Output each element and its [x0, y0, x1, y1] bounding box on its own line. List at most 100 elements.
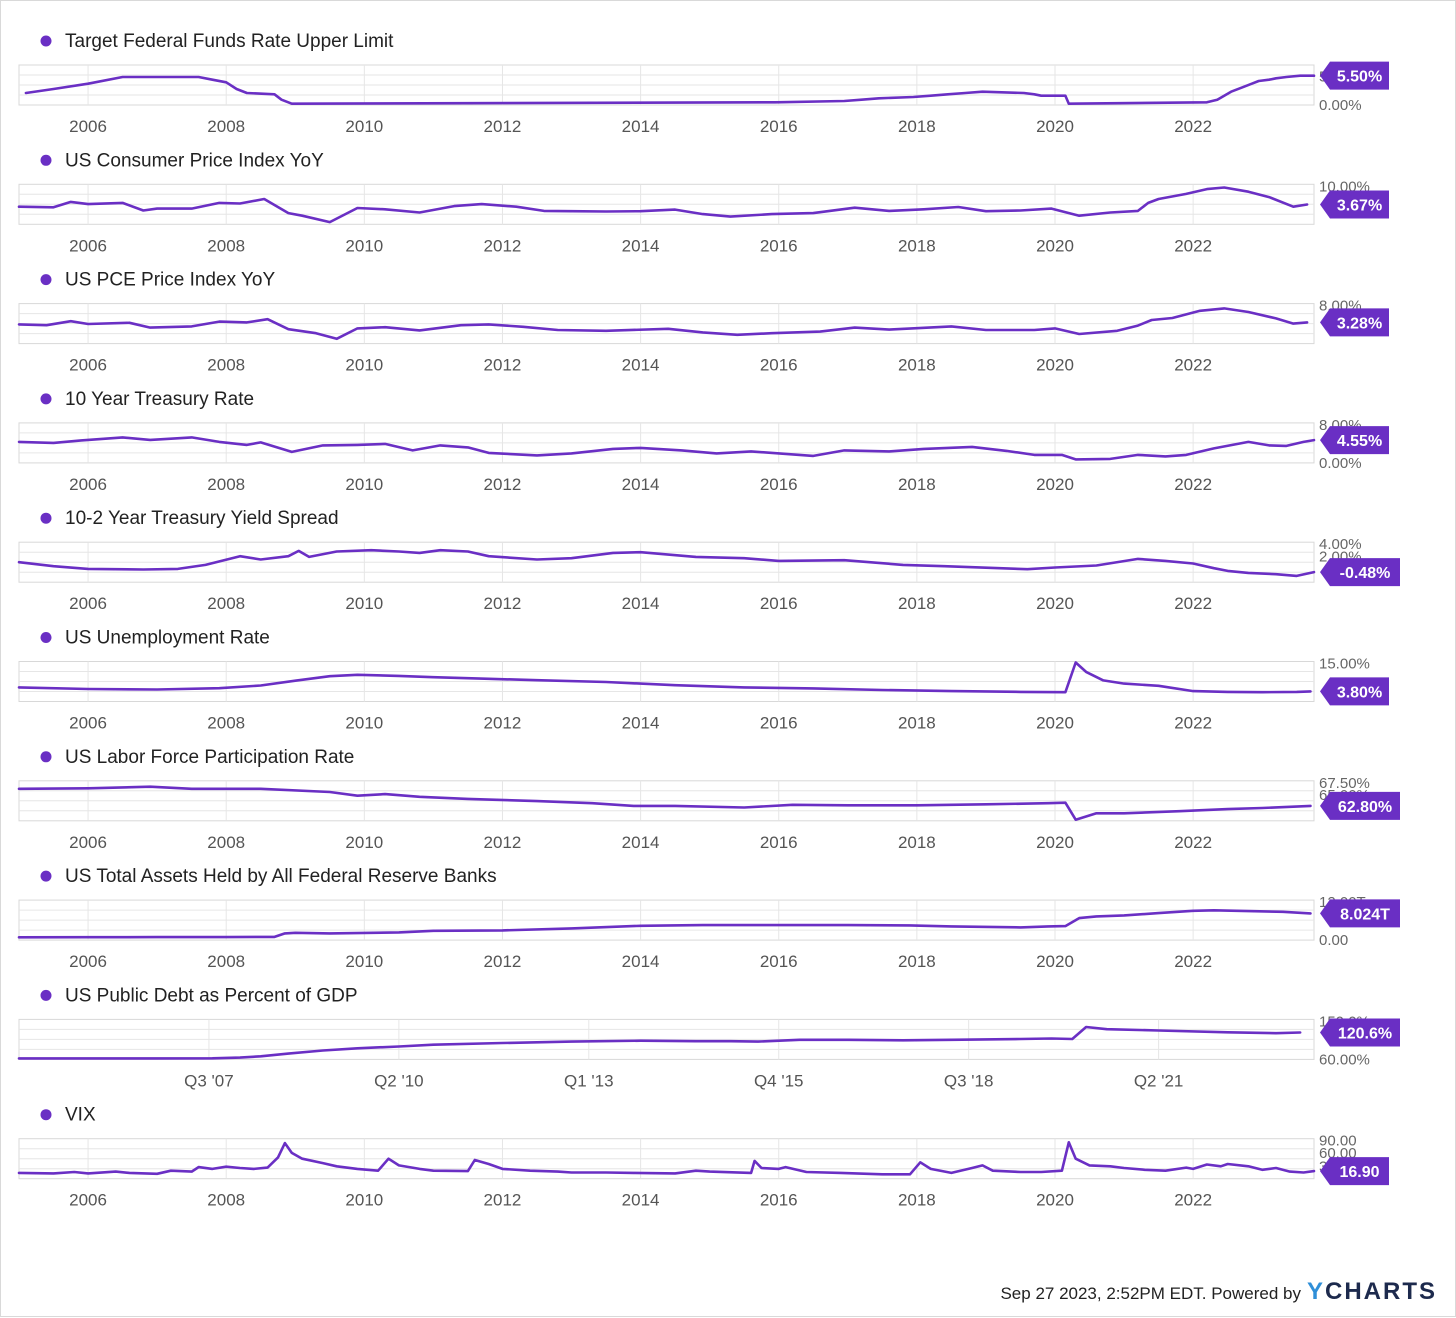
- last-value-label: 8.024T: [1340, 906, 1390, 923]
- x-tick-label: 2016: [760, 1191, 798, 1210]
- legend-dot: [40, 870, 52, 882]
- series-line[interactable]: [17, 661, 1312, 694]
- y-tick-label: 15.00%: [1319, 656, 1370, 673]
- chart-panel-6: US Unemployment Rate 2006 2008 2010 2012 2014…: [17, 628, 1389, 733]
- x-tick-label: 2016: [760, 594, 798, 613]
- last-value-badge: [1320, 1018, 1400, 1047]
- x-tick-label: 2018: [898, 952, 936, 971]
- series-line[interactable]: [17, 307, 1309, 341]
- chart-panel-10: VIX2006200820102012201420162018202020223…: [17, 1105, 1389, 1210]
- x-tick-label: 2016: [760, 117, 798, 136]
- chart-title: 10-2 Year Treasury Yield Spread: [65, 508, 339, 529]
- x-tick-label: 2022: [1174, 1191, 1212, 1210]
- x-tick-label: 2012: [484, 833, 522, 852]
- x-tick-label: Q3 '07: [184, 1071, 234, 1090]
- x-tick-label: 2020: [1036, 952, 1074, 971]
- x-tick-label: 2008: [207, 594, 245, 613]
- last-value-label: 5.50%: [1337, 69, 1382, 86]
- footer: Sep 27 2023, 2:52PM EDT. Powered by YCHA…: [1000, 1278, 1437, 1306]
- chart-title: US PCE Price Index YoY: [65, 270, 275, 291]
- chart-panel-1: Target Federal Funds Rate Upper Limit 200…: [18, 31, 1389, 136]
- y-tick-label: 0.00%: [1319, 455, 1362, 472]
- x-tick-label: 2008: [207, 714, 245, 733]
- x-tick-label: 2010: [345, 236, 383, 255]
- x-tick-label: 2010: [345, 714, 383, 733]
- chart-title: US Consumer Price Index YoY: [65, 150, 324, 171]
- x-tick-label: 2012: [484, 236, 522, 255]
- x-tick-label: 2018: [898, 117, 936, 136]
- x-tick-label: 2008: [207, 833, 245, 852]
- x-tick-label: 2014: [622, 952, 660, 971]
- x-tick-label: 2014: [622, 236, 660, 255]
- logo-text: CHARTS: [1325, 1278, 1437, 1305]
- chart-panel-7: US Labor Force Participation Rate 2006 200…: [17, 747, 1400, 852]
- x-tick-label: 2014: [622, 714, 660, 733]
- series-line[interactable]: [17, 1025, 1302, 1060]
- last-value-badge: [1320, 791, 1400, 820]
- last-value-badge: [1320, 1157, 1389, 1186]
- x-tick-label: 2006: [69, 356, 107, 375]
- series-line[interactable]: [17, 436, 1316, 461]
- last-value-label: 3.28%: [1337, 315, 1382, 332]
- x-tick-label: 2010: [345, 117, 383, 136]
- timestamp-text: Sep 27 2023, 2:52PM EDT. Powered by: [1000, 1284, 1301, 1303]
- legend-dot: [40, 512, 52, 524]
- last-value-badge: [1320, 190, 1389, 219]
- x-tick-label: 2016: [760, 236, 798, 255]
- x-tick-label: 2022: [1174, 714, 1212, 733]
- x-tick-label: 2014: [622, 1191, 660, 1210]
- x-tick-label: 2008: [207, 236, 245, 255]
- x-tick-label: 2006: [69, 117, 107, 136]
- y-tick-label: 4.00%: [1319, 536, 1362, 553]
- legend-dot: [40, 274, 52, 286]
- last-value-badge: [1320, 677, 1389, 706]
- x-tick-label: 2020: [1036, 594, 1074, 613]
- series-line[interactable]: [17, 909, 1312, 939]
- last-value-label: 3.80%: [1337, 684, 1382, 701]
- x-tick-label: 2014: [622, 594, 660, 613]
- chart-title: US Labor Force Participation Rate: [65, 747, 354, 768]
- x-tick-label: 2014: [622, 475, 660, 494]
- x-tick-label: 2012: [484, 714, 522, 733]
- last-value-label: 62.80%: [1338, 799, 1392, 816]
- x-tick-label: 2010: [345, 952, 383, 971]
- x-tick-label: 2020: [1036, 356, 1074, 375]
- chart-title: 10 Year Treasury Rate: [65, 389, 254, 410]
- x-tick-label: 2010: [345, 594, 383, 613]
- x-tick-label: 2020: [1036, 714, 1074, 733]
- last-value-badge: [1320, 308, 1389, 337]
- chart-title: US Unemployment Rate: [65, 628, 270, 649]
- series-line[interactable]: [24, 74, 1316, 105]
- series-line[interactable]: [17, 186, 1309, 224]
- x-tick-label: 2014: [622, 833, 660, 852]
- x-tick-label: 2016: [760, 475, 798, 494]
- logo-y: Y: [1306, 1278, 1325, 1305]
- x-tick-label: 2016: [760, 356, 798, 375]
- x-tick-label: 2012: [484, 356, 522, 375]
- x-tick-label: 2016: [760, 714, 798, 733]
- x-tick-label: 2008: [207, 117, 245, 136]
- chart-panel-4: 10 Year Treasury Rate 2006 2008 2010 2012 201…: [17, 389, 1389, 494]
- x-tick-label: 2018: [898, 714, 936, 733]
- series-line[interactable]: [17, 548, 1316, 578]
- last-value-label: 16.90: [1339, 1164, 1379, 1181]
- chart-panel-3: US PCE Price Index YoY 2006 2008 2010 2012 20…: [17, 270, 1389, 375]
- x-tick-label: 2020: [1036, 475, 1074, 494]
- last-value-label: 4.55%: [1337, 433, 1382, 450]
- x-tick-label: 2006: [69, 475, 107, 494]
- legend-dot: [40, 989, 52, 1001]
- x-tick-label: 2014: [622, 356, 660, 375]
- x-tick-label: 2006: [69, 833, 107, 852]
- x-tick-label: 2006: [69, 714, 107, 733]
- series-line[interactable]: [17, 785, 1312, 821]
- last-value-badge: [1320, 61, 1389, 90]
- y-tick-label: 0.00: [1319, 932, 1348, 949]
- x-tick-label: 2012: [484, 1191, 522, 1210]
- legend-dot: [40, 751, 52, 763]
- ycharts-logo[interactable]: YCHARTS: [1307, 1278, 1437, 1306]
- x-tick-label: 2010: [345, 833, 383, 852]
- x-tick-label: 2008: [207, 356, 245, 375]
- series-line[interactable]: [17, 1141, 1316, 1176]
